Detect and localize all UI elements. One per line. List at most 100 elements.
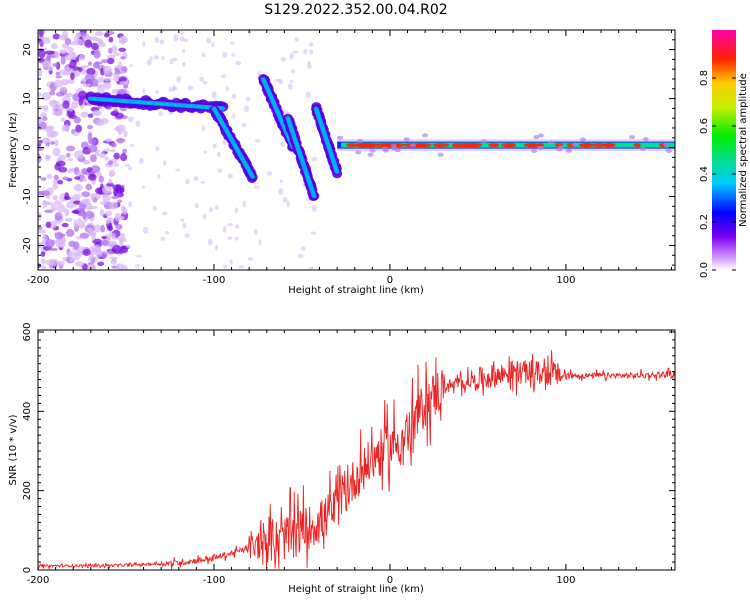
noise-dot bbox=[118, 238, 124, 245]
noise-dot bbox=[69, 256, 75, 262]
x-tick-label: 0 bbox=[387, 275, 393, 286]
noise-dot bbox=[55, 75, 62, 79]
noise-dot bbox=[214, 204, 219, 211]
noise-dot bbox=[231, 93, 237, 100]
x-tick-label: -200 bbox=[27, 275, 50, 286]
noise-dot bbox=[238, 265, 244, 269]
noise-dot bbox=[43, 104, 49, 112]
noise-dot bbox=[135, 120, 141, 127]
noise-dot bbox=[231, 52, 236, 57]
noise-dot bbox=[66, 145, 76, 152]
noise-dot bbox=[162, 211, 168, 216]
signal-core bbox=[415, 143, 432, 148]
colorbar-ticks: 0.0 0.2 0.4 0.6 0.8 bbox=[699, 70, 736, 278]
noise-dot bbox=[38, 92, 42, 97]
noise-dot bbox=[120, 245, 128, 254]
noise-dot bbox=[87, 61, 93, 66]
noise-dot bbox=[129, 63, 133, 68]
noise-dot bbox=[227, 173, 233, 179]
noise-dot bbox=[123, 84, 129, 89]
noise-dot bbox=[175, 168, 180, 172]
noise-dot bbox=[222, 138, 227, 145]
noise-dot bbox=[220, 74, 227, 79]
noise-dot bbox=[216, 151, 221, 158]
noise-dot bbox=[136, 254, 142, 258]
noise-dot bbox=[40, 190, 51, 197]
noise-dot bbox=[142, 226, 149, 234]
noise-dot bbox=[139, 158, 144, 164]
noise-dot bbox=[537, 146, 544, 150]
noise-dot bbox=[124, 163, 131, 167]
noise-dot bbox=[104, 156, 109, 161]
noise-dot bbox=[54, 139, 59, 147]
noise-dot bbox=[53, 174, 59, 181]
noise-dot bbox=[57, 260, 66, 267]
noise-dot bbox=[403, 137, 410, 142]
noise-dot bbox=[101, 239, 109, 246]
noise-dot bbox=[422, 133, 429, 138]
noise-dot bbox=[50, 204, 57, 212]
noise-dot bbox=[235, 60, 242, 66]
noise-dot bbox=[117, 128, 123, 135]
noise-dot bbox=[113, 152, 120, 160]
noise-dot bbox=[96, 171, 102, 177]
noise-dot bbox=[665, 149, 672, 153]
noise-dot bbox=[73, 183, 83, 192]
noise-dot bbox=[94, 31, 104, 37]
noise-dot bbox=[44, 50, 55, 55]
noise-dot bbox=[101, 186, 112, 194]
noise-dot bbox=[40, 251, 46, 257]
signal-core bbox=[355, 143, 371, 148]
noise-dot bbox=[118, 76, 127, 83]
noise-dot bbox=[75, 124, 82, 133]
noise-dot bbox=[38, 34, 45, 41]
noise-dot bbox=[52, 194, 58, 201]
signal-core bbox=[346, 143, 357, 148]
noise-dot bbox=[70, 72, 75, 81]
noise-dot bbox=[312, 204, 317, 212]
y-tick-label: 400 bbox=[22, 402, 33, 421]
noise-dot bbox=[73, 241, 80, 250]
noise-dot bbox=[38, 226, 43, 230]
noise-dot bbox=[222, 51, 228, 58]
noise-dot bbox=[199, 76, 204, 82]
noise-dot bbox=[79, 232, 90, 239]
noise-dot bbox=[103, 33, 110, 38]
noise-dot bbox=[52, 63, 59, 67]
noise-dot bbox=[180, 218, 185, 223]
noise-dot bbox=[86, 67, 96, 76]
noise-dot bbox=[206, 37, 212, 44]
noise-dot bbox=[83, 198, 91, 204]
noise-dot bbox=[97, 76, 104, 84]
noise-dot bbox=[194, 203, 199, 209]
noise-dot bbox=[78, 98, 84, 106]
noise-dot bbox=[92, 244, 102, 252]
noise-dot bbox=[74, 261, 85, 267]
noise-dot bbox=[38, 147, 45, 151]
noise-dot bbox=[99, 209, 105, 217]
noise-dot bbox=[111, 142, 117, 148]
noise-dot bbox=[106, 217, 114, 226]
noise-dot bbox=[82, 83, 92, 87]
noise-dot bbox=[101, 235, 107, 240]
noise-dot bbox=[107, 160, 114, 166]
noise-dot bbox=[106, 182, 114, 187]
noise-dot bbox=[141, 185, 145, 189]
noise-dot bbox=[48, 99, 58, 108]
noise-dot bbox=[211, 41, 215, 48]
noise-dot bbox=[59, 87, 68, 91]
noise-dot bbox=[57, 179, 64, 185]
noise-dot bbox=[54, 232, 64, 240]
noise-dot bbox=[74, 150, 84, 159]
colorbar-tick-label: 0.8 bbox=[699, 70, 710, 86]
signal-core bbox=[432, 143, 450, 148]
snr-x-label: Height of straight line (km) bbox=[288, 584, 424, 595]
noise-dot bbox=[172, 57, 178, 62]
noise-dot bbox=[127, 116, 134, 123]
noise-dot bbox=[278, 188, 284, 195]
noise-dot bbox=[306, 63, 312, 69]
noise-dot bbox=[66, 152, 71, 158]
noise-dot bbox=[114, 212, 121, 222]
